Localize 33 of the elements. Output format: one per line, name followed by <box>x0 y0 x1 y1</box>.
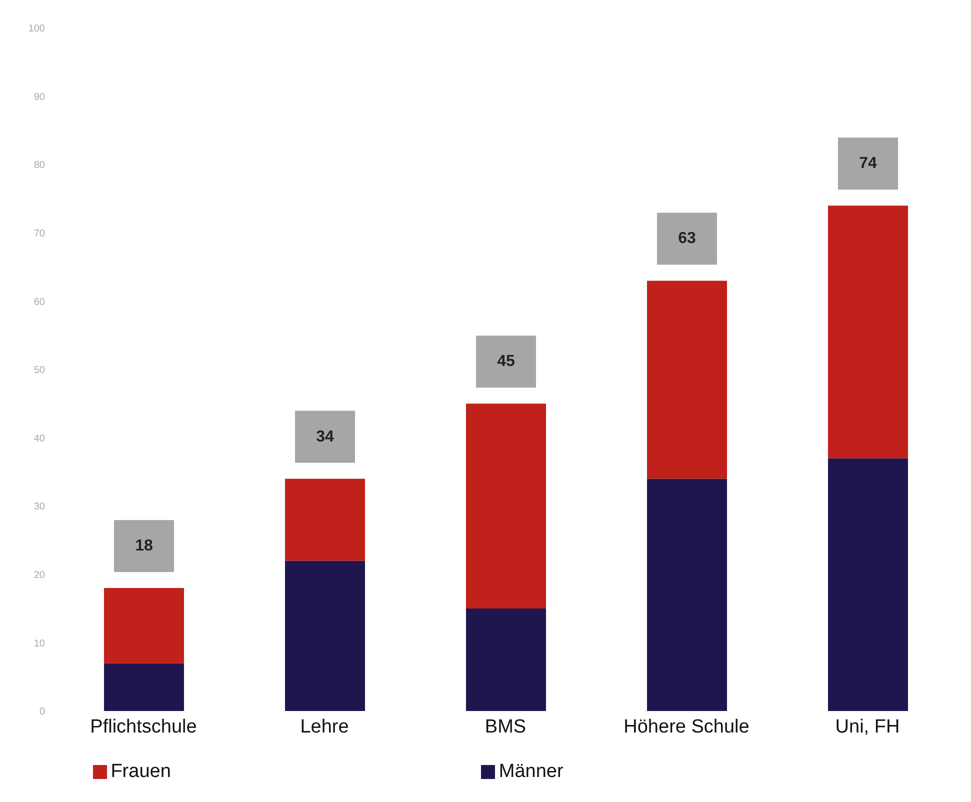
bar <box>104 588 184 664</box>
total-label: 45 <box>497 353 515 370</box>
bar <box>466 608 546 711</box>
bar <box>285 478 365 561</box>
bar <box>285 560 365 711</box>
y-tick-label: 60 <box>34 296 46 308</box>
total-label: 18 <box>135 538 153 555</box>
x-tick-label: Lehre <box>300 716 349 738</box>
bar <box>647 478 727 711</box>
bar <box>104 663 184 711</box>
bar <box>647 280 727 479</box>
bar <box>466 404 546 609</box>
y-tick-label: 70 <box>34 228 46 240</box>
bar <box>828 458 908 711</box>
bar <box>828 206 908 458</box>
x-tick-label: Pflichtschule <box>90 716 197 738</box>
total-label: 74 <box>859 155 877 172</box>
legend-label: Männer <box>498 761 564 782</box>
y-tick-label: 90 <box>34 92 46 103</box>
total-label: 63 <box>678 230 696 248</box>
x-tick-label: Uni, FH <box>835 716 900 738</box>
x-tick-label: BMS <box>484 716 526 738</box>
y-tick-label: 40 <box>34 433 46 444</box>
y-tick-label: 100 <box>28 24 46 35</box>
y-tick-label: 80 <box>34 160 46 172</box>
y-tick-label: 10 <box>34 638 46 650</box>
y-tick-label: 50 <box>34 365 46 376</box>
y-tick-label: 0 <box>39 706 46 718</box>
legend-label: Frauen <box>110 761 171 782</box>
total-label: 34 <box>316 428 334 446</box>
y-tick-label: 20 <box>34 570 46 581</box>
y-tick-label: 30 <box>34 502 46 513</box>
x-tick-label: Höhere Schule <box>624 716 750 738</box>
